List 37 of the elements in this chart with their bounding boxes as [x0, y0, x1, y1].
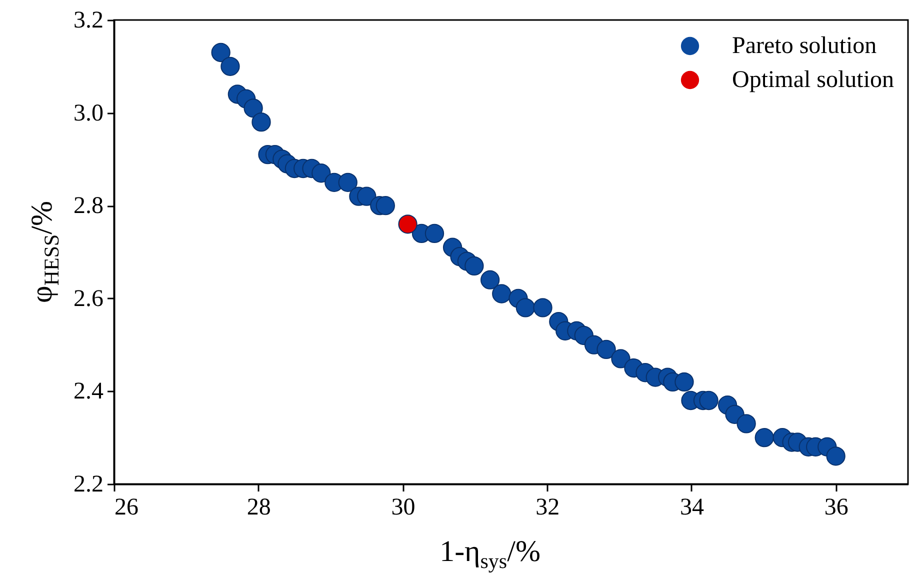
x-tick-label: 26 [114, 494, 138, 520]
point [464, 256, 484, 276]
point [492, 284, 512, 304]
legend-label: Optimal solution [732, 67, 894, 93]
x-tick-label: 28 [246, 494, 271, 520]
x-axis-title: 1-η$_{sys}$/% [440, 535, 540, 574]
point [398, 214, 418, 234]
point [699, 390, 718, 410]
x-tick-label: 36 [824, 494, 848, 520]
point [424, 224, 444, 244]
y-tick-label: 2.8 [74, 193, 104, 220]
point [596, 340, 616, 360]
point [533, 298, 552, 318]
y-tick-label: 3.2 [74, 8, 104, 34]
x-tick-label: 34 [680, 494, 704, 520]
point [252, 112, 271, 132]
point [312, 164, 331, 183]
point [338, 172, 358, 192]
point [376, 196, 395, 216]
point [220, 56, 240, 76]
point [736, 414, 756, 434]
point [516, 298, 536, 318]
point [211, 42, 230, 62]
point [754, 428, 774, 448]
point [674, 372, 694, 392]
point [826, 446, 846, 466]
x-tick-label: 30 [391, 494, 416, 520]
point [244, 98, 263, 118]
y-tick-label: 2.2 [74, 472, 104, 498]
legend-label: Pareto solution [732, 33, 877, 59]
x-tick-label: 32 [536, 494, 560, 520]
point [480, 270, 500, 290]
y-tick-label: 2.6 [74, 286, 104, 312]
point [611, 349, 630, 368]
y-tick-label: 2.4 [74, 378, 104, 405]
y-tick-label: 3.0 [74, 100, 104, 126]
point [357, 186, 376, 206]
